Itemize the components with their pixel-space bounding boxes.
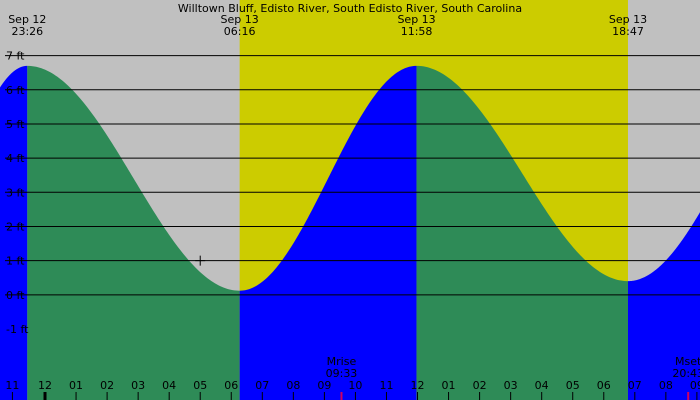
hour-label: 12 <box>38 379 52 392</box>
hour-label: 11 <box>379 379 393 392</box>
hour-label: 08 <box>286 379 300 392</box>
current-time-tick <box>43 392 47 400</box>
hour-label: 03 <box>131 379 145 392</box>
extreme-time-label: 11:58 <box>401 25 433 38</box>
hour-label: 07 <box>628 379 642 392</box>
hour-label: 05 <box>193 379 207 392</box>
hour-label: 07 <box>255 379 269 392</box>
hour-label: 06 <box>597 379 611 392</box>
extreme-time-label: 06:16 <box>224 25 256 38</box>
extreme-time-label: 23:26 <box>11 25 43 38</box>
rising-tide-area <box>0 65 28 400</box>
moon-event-label: Mset <box>675 355 700 368</box>
rising-tide-area <box>239 65 417 400</box>
y-tick-label: 2 ft <box>6 220 25 233</box>
hour-label: 01 <box>69 379 83 392</box>
y-tick-label: 3 ft <box>6 186 25 199</box>
extreme-date-label: Sep 13 <box>397 13 435 26</box>
hour-label: 02 <box>473 379 487 392</box>
extreme-time-label: 18:47 <box>612 25 644 38</box>
hour-label: 04 <box>535 379 549 392</box>
hour-label: 02 <box>100 379 114 392</box>
hour-label: 11 <box>5 379 19 392</box>
extreme-date-label: Sep 13 <box>609 13 647 26</box>
hour-label: 05 <box>566 379 580 392</box>
y-tick-label: 7 ft <box>6 50 25 63</box>
falling-tide-area <box>27 65 240 400</box>
y-tick-label: 0 ft <box>6 289 25 302</box>
extreme-date-label: Sep 13 <box>221 13 259 26</box>
hour-label: 08 <box>659 379 673 392</box>
hour-label: 09 <box>317 379 331 392</box>
y-tick-label: 6 ft <box>6 84 25 97</box>
hour-label: 03 <box>504 379 518 392</box>
y-tick-label: 5 ft <box>6 118 25 131</box>
hour-label: 06 <box>224 379 238 392</box>
y-tick-label: 1 ft <box>6 255 25 268</box>
y-tick-label: -1 ft <box>6 323 29 336</box>
extreme-date-label: Sep 12 <box>8 13 46 26</box>
moon-event-time: 20:43 <box>672 367 700 380</box>
hour-label: 01 <box>442 379 456 392</box>
y-tick-label: 4 ft <box>6 152 25 165</box>
moon-event-time: 09:33 <box>326 367 358 380</box>
falling-tide-area <box>416 65 628 400</box>
hour-label: 12 <box>411 379 425 392</box>
hour-label: 10 <box>348 379 362 392</box>
chart-title: Willtown Bluff, Edisto River, South Edis… <box>178 2 522 15</box>
hour-label: 09 <box>690 379 700 392</box>
moon-event-label: Mrise <box>327 355 357 368</box>
hour-label: 04 <box>162 379 176 392</box>
rising-tide-area <box>627 212 700 400</box>
